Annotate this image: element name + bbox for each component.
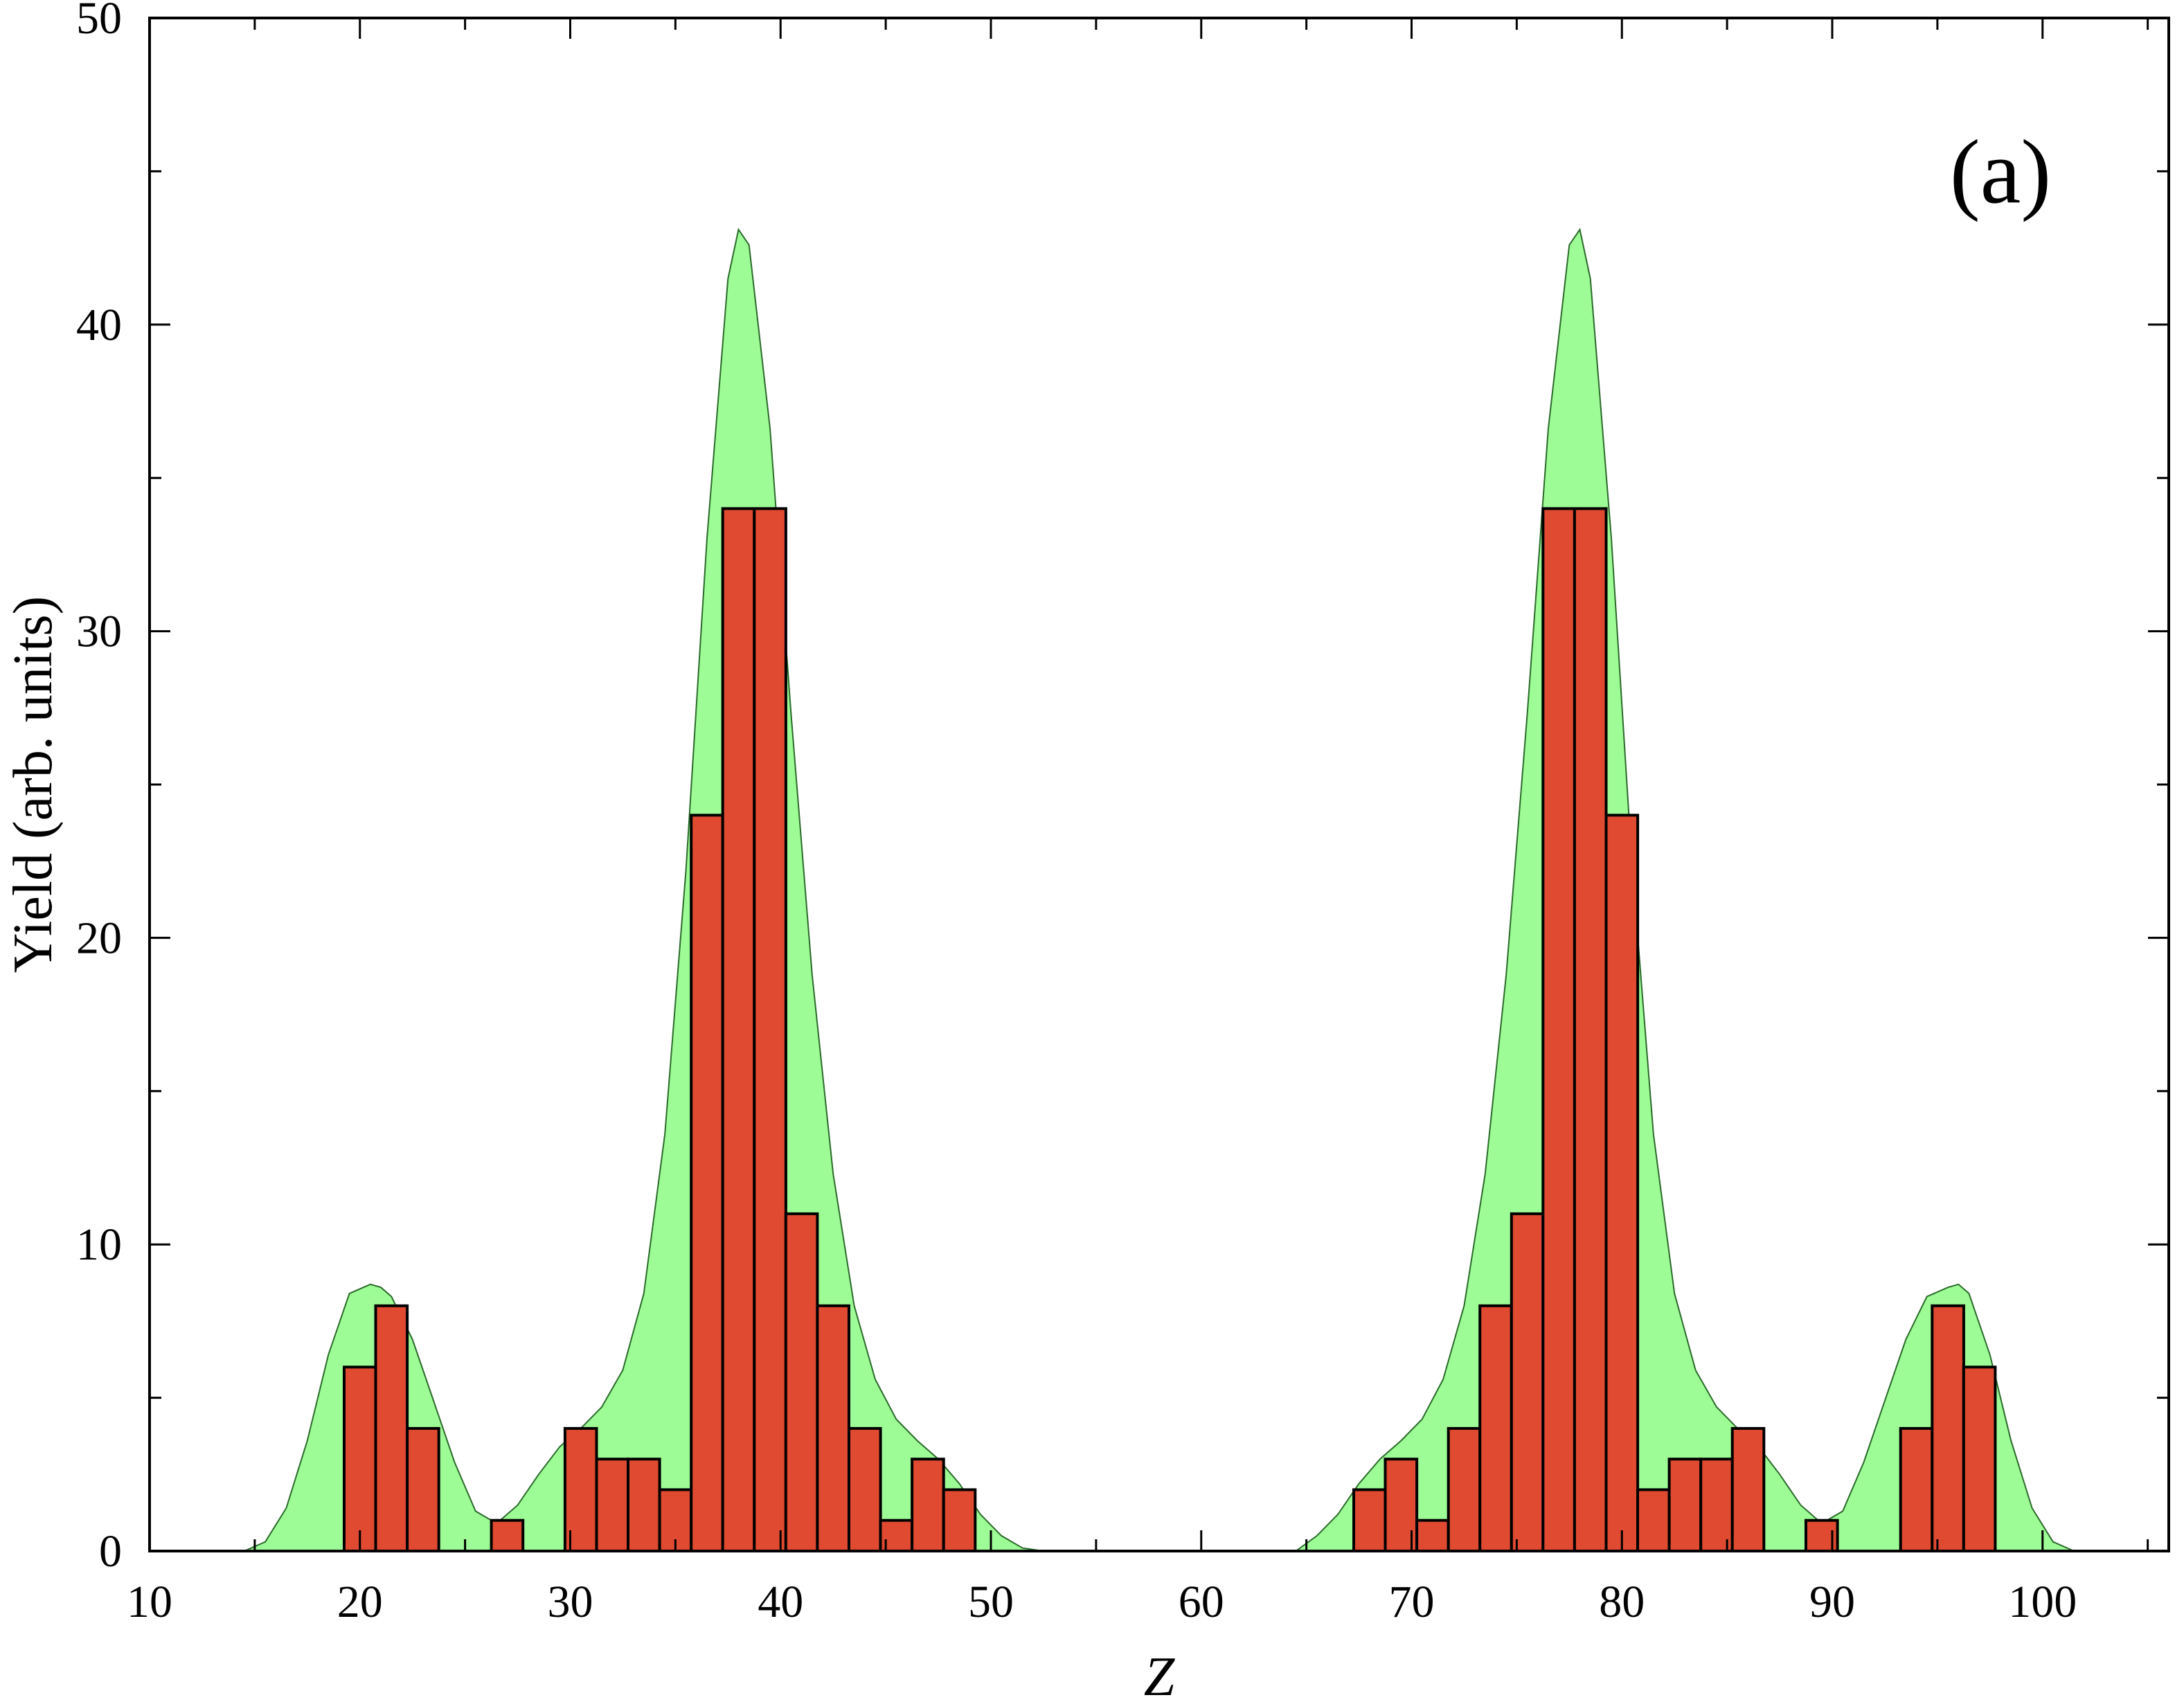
bar-z-20 [343, 1365, 377, 1553]
bar-z-44 [848, 1426, 882, 1552]
bar-z-95.5 [1931, 1304, 1965, 1553]
bar-z-78.5 [1573, 507, 1608, 1552]
bar-z-38 [721, 507, 756, 1552]
bar-z-83 [1667, 1458, 1703, 1552]
bar-z-21.5 [374, 1304, 409, 1553]
y-tick-label: 30 [76, 607, 122, 657]
bar-z-80 [1604, 814, 1640, 1552]
bar-z-68 [1352, 1488, 1387, 1552]
y-tick-label: 40 [76, 300, 122, 350]
bar-z-41 [784, 1212, 819, 1553]
x-tick-label: 40 [758, 1577, 803, 1627]
x-tick-label: 90 [1809, 1577, 1855, 1627]
bar-z-74 [1478, 1304, 1513, 1553]
bar-layer [343, 507, 1997, 1553]
yield-area-1 [244, 228, 1044, 1552]
bar-z-84.5 [1699, 1458, 1734, 1552]
x-tick-label: 100 [2008, 1577, 2077, 1627]
x-tick-label: 20 [337, 1577, 383, 1627]
bar-z-94 [1899, 1426, 1934, 1552]
y-tick-label: 20 [76, 913, 122, 963]
bar-z-75.5 [1510, 1212, 1545, 1553]
x-axis-title: Z [1144, 1647, 1176, 1702]
x-tick-label: 60 [1179, 1577, 1224, 1627]
y-tick-label: 0 [99, 1526, 122, 1577]
bar-z-33.5 [627, 1458, 661, 1552]
bar-z-97 [1962, 1365, 1997, 1553]
bar-z-72.5 [1447, 1426, 1482, 1552]
bar-z-69.5 [1384, 1458, 1419, 1552]
x-tick-label: 10 [127, 1577, 172, 1627]
bar-z-86 [1730, 1426, 1766, 1552]
yield-area-2 [1294, 228, 2075, 1552]
bar-z-36.5 [690, 814, 724, 1552]
x-tick-label: 70 [1389, 1577, 1435, 1627]
bar-z-71 [1415, 1519, 1450, 1552]
bar-z-42.5 [816, 1304, 851, 1553]
bar-z-47 [911, 1458, 945, 1552]
y-tick-label: 10 [76, 1219, 122, 1270]
x-tick-label: 80 [1599, 1577, 1645, 1627]
y-tick-label: 50 [76, 0, 122, 44]
bar-z-48.5 [942, 1488, 977, 1552]
bar-z-39.5 [753, 507, 787, 1552]
area-layer [244, 228, 2075, 1552]
panel-label: (a) [1950, 120, 2052, 222]
plot-frame [148, 17, 2170, 1552]
bar-z-81.5 [1636, 1488, 1671, 1552]
y-axis-title: Yield (arb. units) [3, 596, 64, 973]
bar-z-77 [1541, 507, 1576, 1552]
bar-z-23 [406, 1426, 440, 1552]
bar-z-27 [490, 1519, 525, 1552]
bar-z-32 [595, 1458, 630, 1552]
tick-layer [148, 17, 2169, 1552]
x-tick-label: 30 [548, 1577, 593, 1627]
x-tick-label: 50 [968, 1577, 1014, 1627]
